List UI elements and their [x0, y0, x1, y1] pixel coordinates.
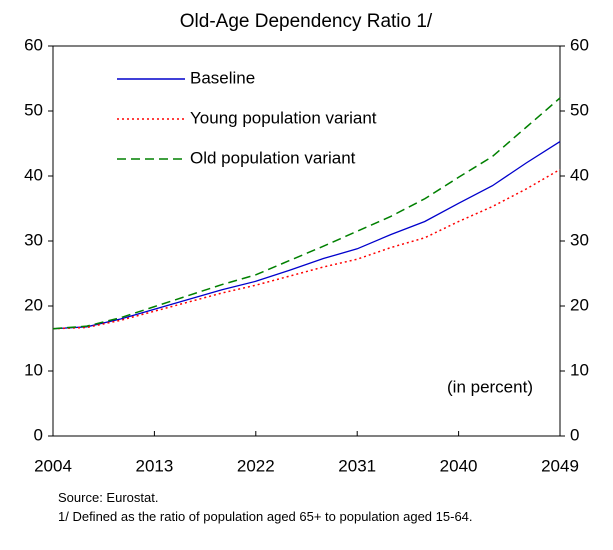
y-tick-label: 50 [24, 100, 43, 119]
y2-tick-label: 30 [570, 230, 589, 249]
y-tick-label: 60 [24, 35, 43, 54]
x-tick-label: 2031 [338, 456, 376, 475]
x-tick-label: 2049 [541, 456, 579, 475]
x-tick-label: 2004 [34, 456, 72, 475]
legend-label: Baseline [190, 68, 255, 87]
y-tick-label: 30 [24, 230, 43, 249]
legend-label: Young population variant [190, 108, 377, 127]
y2-tick-label: 60 [570, 35, 589, 54]
chart-title: Old-Age Dependency Ratio 1/ [180, 11, 433, 32]
y2-tick-label: 10 [570, 360, 589, 379]
y2-tick-label: 40 [570, 165, 589, 184]
series-line [52, 97, 561, 330]
y-tick-label: 10 [24, 360, 43, 379]
source: Source: Eurostat. [58, 490, 159, 505]
series-line [52, 141, 561, 330]
x-tick-label: 2022 [237, 456, 275, 475]
chart: Old-Age Dependency Ratio 1/ (in percent)… [24, 11, 589, 475]
y2-tick-label: 20 [570, 295, 589, 314]
y2-tick-label: 0 [570, 425, 579, 444]
footnote: 1/ Defined as the ratio of population ag… [58, 509, 473, 524]
y-tick-label: 0 [34, 425, 43, 444]
legend-label: Old population variant [190, 148, 356, 167]
y-tick-label: 20 [24, 295, 43, 314]
x-tick-label: 2013 [135, 456, 173, 475]
annotation: (in percent) [447, 377, 533, 396]
series-line [52, 168, 561, 330]
x-tick-label: 2040 [440, 456, 478, 475]
y-tick-label: 40 [24, 165, 43, 184]
y2-tick-label: 50 [570, 100, 589, 119]
